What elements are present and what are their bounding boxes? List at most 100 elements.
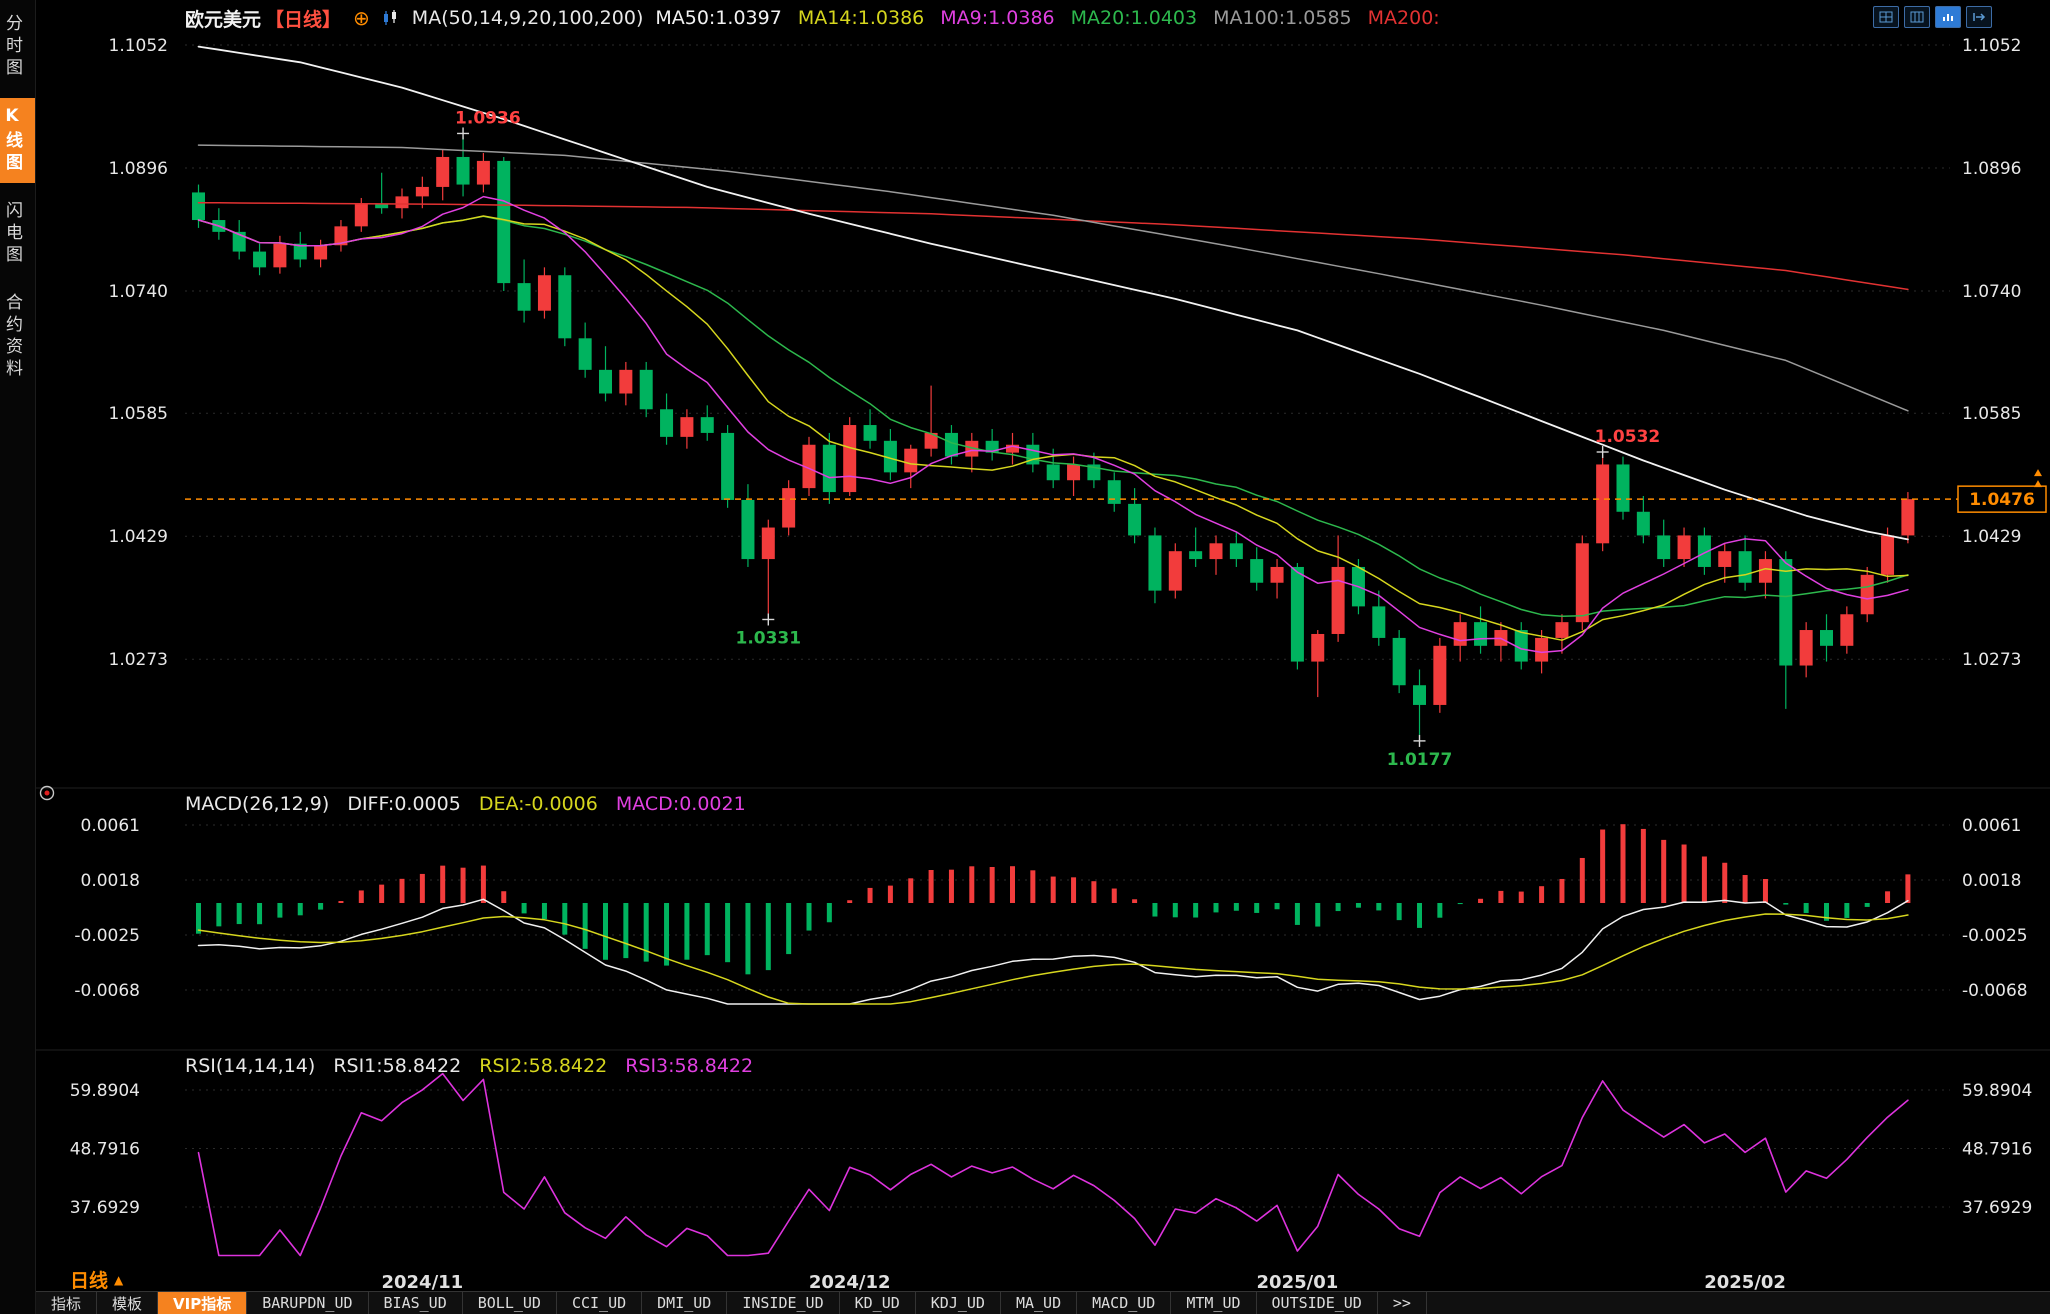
candle-body (497, 160, 511, 284)
rsi-axis-label-left: 48.7916 (70, 1140, 140, 1160)
bottom-tab-6[interactable]: CCI_UD (557, 1292, 643, 1314)
bottom-tab-0[interactable]: 指标 (36, 1292, 98, 1314)
sidebar-tab-3[interactable]: 合约资料 (2, 293, 22, 381)
bottom-tab-12[interactable]: MACD_UD (1077, 1292, 1172, 1314)
candle-body (1168, 551, 1182, 591)
candle-body (1229, 543, 1243, 560)
bottom-tab-9[interactable]: KD_UD (840, 1292, 916, 1314)
price-annotation: 1.0331 (735, 628, 801, 648)
candle-body (802, 444, 816, 489)
add-compare-icon[interactable]: ⊕ (353, 6, 370, 30)
sidebar-tab-0[interactable]: 分时图 (2, 14, 22, 80)
macd-histogram-bar (1030, 870, 1036, 903)
candle-body (761, 527, 775, 560)
active-chart-window-icon[interactable] (1935, 6, 1961, 28)
month-label: 2024/11 (381, 1272, 463, 1293)
bottom-tab-8[interactable]: INSIDE_UD (727, 1292, 840, 1314)
macd-histogram-bar (1172, 903, 1178, 918)
candle-body (660, 409, 674, 437)
candle-body (944, 432, 958, 457)
rsi1-value: RSI1:58.8422 (333, 1055, 462, 1077)
macd-histogram-bar (887, 885, 893, 903)
bottom-tab-13[interactable]: MTM_UD (1171, 1292, 1257, 1314)
candle-body (395, 196, 409, 209)
candle-body (1474, 622, 1488, 646)
macd-histogram-bar (867, 887, 873, 903)
ma14-line (197, 215, 1909, 641)
candle-body (1392, 637, 1406, 686)
bottom-tab-14[interactable]: OUTSIDE_UD (1257, 1292, 1378, 1314)
candle-body (782, 488, 796, 528)
macd-histogram-bar (1396, 903, 1402, 921)
indicator-marker-icon[interactable] (38, 784, 56, 806)
macd-histogram-bar (1132, 899, 1138, 903)
candle-body (1575, 543, 1589, 623)
macd-histogram-bar (379, 884, 385, 903)
macd-histogram-bar (847, 900, 853, 903)
candle-body (965, 440, 979, 457)
macd-histogram-bar (786, 903, 792, 955)
layout-grid-icon[interactable] (1873, 6, 1899, 28)
macd-histogram-bar (1254, 903, 1260, 913)
candle-body (1881, 535, 1895, 575)
price-axis-label-left: 1.0740 (109, 282, 168, 302)
bottom-tab-4[interactable]: BIAS_UD (369, 1292, 463, 1314)
rsi-axis-label-left: 59.8904 (70, 1081, 140, 1101)
bottom-tab-10[interactable]: KDJ_UD (916, 1292, 1001, 1314)
price-annotation: 1.0532 (1595, 427, 1661, 447)
macd-value: MACD:0.0021 (615, 793, 746, 815)
rsi-header[interactable]: RSI(14,14,14) RSI1:58.8422 RSI2:58.8422 … (185, 1055, 753, 1077)
period-selector[interactable]: 日线 ▲ (70, 1266, 123, 1293)
current-price-tag (1957, 485, 2047, 513)
macd-histogram-bar (1355, 903, 1361, 908)
macd-header[interactable]: MACD(26,12,9) DIFF:0.0005 DEA:-0.0006 MA… (185, 793, 746, 815)
candle-body (1799, 630, 1813, 666)
annotation-layer: 1.0936 1.0331 1.0532 1.0177 (455, 108, 1660, 769)
ma-settings-label[interactable]: MA(50,14,9,20,100,200) (411, 7, 644, 29)
candle-body (1453, 622, 1467, 646)
bottom-tab-2[interactable]: VIP指标 (158, 1292, 248, 1314)
macd-axis-label-right: 0.0061 (1962, 816, 2021, 836)
macd-axis-label-right: 0.0018 (1962, 871, 2021, 891)
macd-histogram-bar (501, 891, 507, 903)
layout-columns-icon[interactable] (1904, 6, 1930, 28)
candle-body (1636, 511, 1650, 536)
price-axis-label-left: 1.0273 (109, 650, 168, 670)
sidebar-tab-1[interactable]: K线图 (0, 98, 35, 183)
rsi-axis-label-right: 59.8904 (1962, 1081, 2032, 1101)
candle-body (1290, 566, 1304, 662)
sidebar-tab-2[interactable]: 闪电图 (2, 201, 22, 267)
macd-histogram-bar (1478, 898, 1484, 903)
macd-histogram-bar (1498, 890, 1504, 903)
candle-body (436, 156, 450, 187)
candle-body (883, 440, 897, 473)
rsi-axis-label-right: 48.7916 (1962, 1140, 2032, 1160)
candle-body (599, 369, 612, 394)
macd-histogram-bar (1050, 876, 1056, 903)
macd-axis-label-left: 0.0061 (81, 816, 140, 836)
price-axis-label-right: 1.0896 (1962, 159, 2021, 179)
sidebar: 分时图 K线图闪电图合约资料 (0, 0, 36, 1314)
price-axis-label-right: 1.0740 (1962, 282, 2021, 302)
macd-histogram-bar (582, 903, 588, 949)
ma-layer (197, 45, 1909, 654)
bottom-tab-7[interactable]: DMI_UD (642, 1292, 728, 1314)
bottom-tab-1[interactable]: 模板 (97, 1292, 159, 1314)
bottom-tab-15[interactable]: >> (1378, 1292, 1427, 1314)
candle-body (456, 156, 470, 185)
bottom-tab-5[interactable]: BOLL_UD (463, 1292, 557, 1314)
candle-body (1697, 535, 1711, 567)
candles-layer (192, 136, 1915, 735)
macd-axis-label-right: -0.0068 (1962, 981, 2028, 1001)
candle-body (1209, 543, 1223, 560)
bottom-tab-11[interactable]: MA_UD (1001, 1292, 1078, 1314)
current-price-layer: 1.0476 (185, 469, 2047, 513)
next-window-icon[interactable] (1966, 6, 1992, 28)
candle-body (985, 440, 999, 453)
macd-axis-label-left: 0.0018 (81, 871, 140, 891)
macd-histogram-bar (1539, 886, 1545, 903)
bottom-tab-3[interactable]: BARUPDN_UD (247, 1292, 369, 1314)
macd-histogram-bar (1315, 903, 1321, 927)
